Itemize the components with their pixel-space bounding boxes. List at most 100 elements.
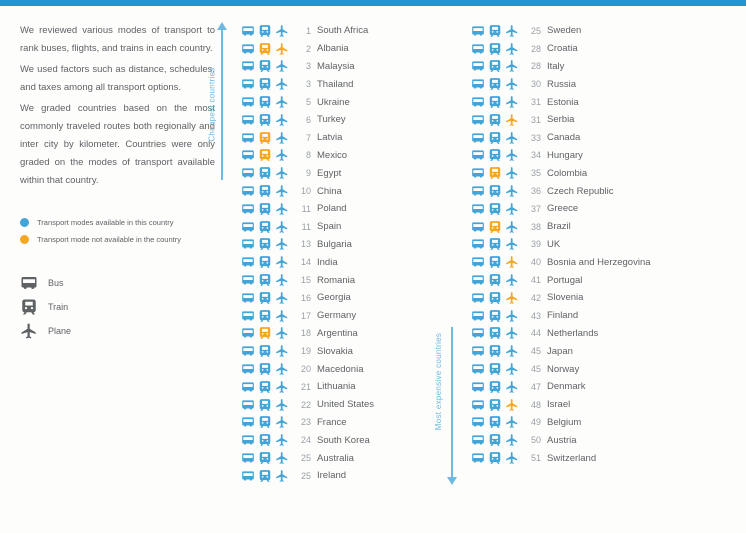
country-row: 5Ukraine [235, 93, 465, 111]
country-name: South Africa [317, 25, 368, 36]
rank-number: 11 [293, 222, 311, 232]
rank-number: 31 [523, 115, 541, 125]
bus-icon [471, 95, 485, 109]
rank-number: 47 [523, 382, 541, 392]
country-name: Netherlands [547, 328, 598, 339]
plane-icon [505, 166, 519, 180]
bus-icon [241, 95, 255, 109]
plane-icon [275, 42, 289, 56]
rank-number: 22 [293, 400, 311, 410]
train-icon [258, 113, 272, 127]
plane-icon [275, 237, 289, 251]
country-row: 41Portugal [465, 271, 725, 289]
rank-number: 8 [293, 150, 311, 160]
plane-icon [505, 415, 519, 429]
main-content: We reviewed various modes of transport t… [0, 6, 746, 501]
transport-icons [235, 255, 289, 269]
plane-icon [275, 220, 289, 234]
transport-icons [465, 362, 519, 376]
rank-number: 11 [293, 204, 311, 214]
bus-icon [241, 148, 255, 162]
train-icon [488, 362, 502, 376]
plane-icon [275, 184, 289, 198]
country-name: Thailand [317, 79, 353, 90]
train-icon [258, 362, 272, 376]
rank-number: 7 [293, 133, 311, 143]
country-row: 9Egypt [235, 164, 465, 182]
train-icon [488, 255, 502, 269]
transport-icons [235, 415, 289, 429]
transport-icons [235, 326, 289, 340]
country-row: 13Bulgaria [235, 236, 465, 254]
country-row: 47 Denmark [465, 378, 725, 396]
transport-icons [465, 24, 519, 38]
transport-icons [465, 42, 519, 56]
rank-number: 3 [293, 79, 311, 89]
plane-icon [275, 309, 289, 323]
bus-icon [471, 113, 485, 127]
rank-number: 18 [293, 328, 311, 338]
color-legend: Transport modes available in this countr… [20, 218, 215, 244]
plane-icon [275, 24, 289, 38]
country-row: 34Hungary [465, 147, 725, 165]
country-row: 19Slovakia [235, 342, 465, 360]
rank-number: 25 [293, 453, 311, 463]
bus-icon [241, 469, 255, 483]
bus-icon [241, 273, 255, 287]
country-row: 50Austria [465, 431, 725, 449]
bus-icon [471, 433, 485, 447]
transport-icons [465, 291, 519, 305]
train-icon [488, 309, 502, 323]
train-icon [488, 415, 502, 429]
country-name: Denmark [547, 381, 586, 392]
rank-number: 6 [293, 115, 311, 125]
plane-icon [275, 273, 289, 287]
country-name: Slovakia [317, 346, 353, 357]
rank-number: 2 [293, 44, 311, 54]
plane-icon [505, 184, 519, 198]
plane-icon [505, 220, 519, 234]
train-icon [488, 433, 502, 447]
country-row: 25Ireland [235, 467, 465, 485]
country-row: 1South Africa [235, 22, 465, 40]
country-name: China [317, 186, 342, 197]
train-icon [258, 380, 272, 394]
country-row: 11Poland [235, 200, 465, 218]
bus-icon [471, 131, 485, 145]
train-icon [488, 237, 502, 251]
rank-number: 44 [523, 328, 541, 338]
train-icon [258, 255, 272, 269]
plane-icon [275, 344, 289, 358]
transport-icons [465, 398, 519, 412]
bus-icon [241, 255, 255, 269]
rank-number: 40 [523, 257, 541, 267]
rank-number: 23 [293, 417, 311, 427]
country-row: 28Croatia [465, 40, 725, 58]
transport-icons [235, 95, 289, 109]
bus-icon [471, 202, 485, 216]
rank-number: 43 [523, 311, 541, 321]
train-icon [488, 166, 502, 180]
country-row: 49Belgium [465, 414, 725, 432]
dot-unavailable [20, 235, 29, 244]
plane-icon [275, 326, 289, 340]
bus-icon [241, 398, 255, 412]
country-name: Japan [547, 346, 573, 357]
train-icon [258, 95, 272, 109]
plane-icon [275, 362, 289, 376]
rank-number: 13 [293, 239, 311, 249]
country-row: 24South Korea [235, 431, 465, 449]
arrow-cheapest [221, 22, 227, 180]
plane-icon [505, 380, 519, 394]
desc-p3: We graded countries based on the most co… [20, 100, 215, 190]
bus-icon [241, 220, 255, 234]
bus-icon [471, 380, 485, 394]
bus-icon [471, 415, 485, 429]
label-cheapest: Cheapest countries [208, 67, 217, 141]
rank-number: 28 [523, 61, 541, 71]
rank-number: 42 [523, 293, 541, 303]
plane-icon [505, 95, 519, 109]
legend-unavailable-label: Transport mode not available in the coun… [37, 235, 181, 244]
label-expensive: Most expensive countries [434, 333, 443, 430]
bus-icon [241, 415, 255, 429]
